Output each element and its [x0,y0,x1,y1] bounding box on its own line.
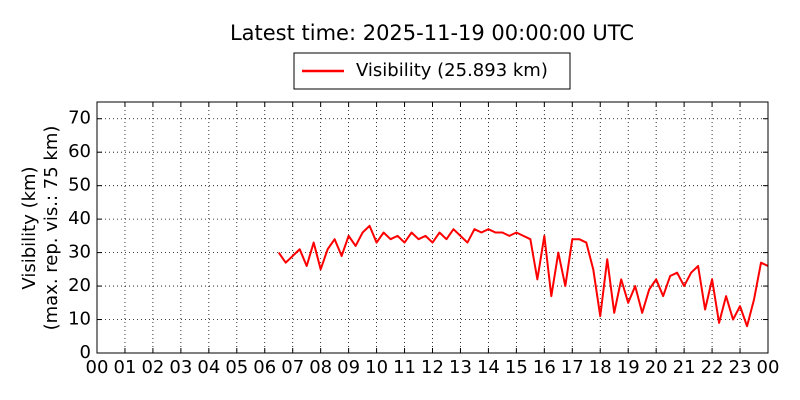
x-tick-label: 11 [393,357,416,378]
x-tick-label: 18 [589,357,612,378]
x-tick-label: 23 [729,357,752,378]
y-tick-label: 0 [80,342,91,363]
y-tick-label: 50 [68,175,91,196]
x-tick-label: 09 [337,357,360,378]
x-tick-label: 08 [309,357,332,378]
x-tick-label: 07 [281,357,304,378]
y-axis-label: (max. rep. vis.: 75 km) [41,126,62,331]
x-tick-label: 17 [561,357,584,378]
x-tick-label: 06 [253,357,276,378]
y-tick-label: 10 [68,309,91,330]
plot-frame [96,101,769,354]
x-tick-label: 14 [477,357,500,378]
x-tick-label: 01 [114,357,137,378]
y-axis-label: Visibility (km) [19,166,40,289]
legend-label: Visibility (25.893 km) [356,60,548,81]
y-tick-label: 70 [68,108,91,129]
x-tick-label: 19 [617,357,640,378]
y-tick-label: 20 [68,275,91,296]
y-tick-label: 40 [68,208,91,229]
x-tick-label: 13 [449,357,472,378]
y-tick-label: 30 [68,242,91,263]
x-tick-label: 03 [169,357,192,378]
x-tick-label: 16 [533,357,556,378]
x-tick-label: 10 [365,357,388,378]
x-tick-label: 00 [86,357,109,378]
x-tick-label: 20 [645,357,668,378]
x-tick-label: 22 [701,357,724,378]
x-tick-label: 04 [197,357,220,378]
data-line [277,224,769,328]
x-tick-label: 05 [225,357,248,378]
x-tick-label: 21 [673,357,696,378]
x-tick-label: 00 [757,357,780,378]
y-tick-label: 60 [68,141,91,162]
x-tick-label: 12 [421,357,444,378]
x-tick-label: 15 [505,357,528,378]
chart-title: Latest time: 2025-11-19 00:00:00 UTC [230,21,634,45]
x-tick-label: 02 [141,357,164,378]
